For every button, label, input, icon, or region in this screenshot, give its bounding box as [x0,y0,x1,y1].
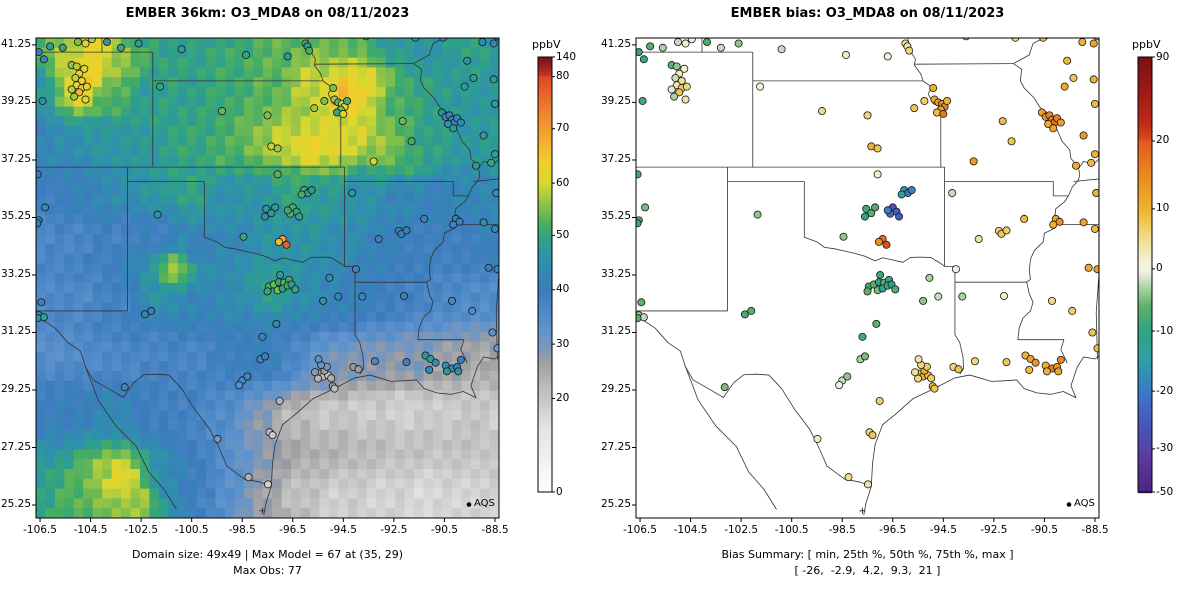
colorbar-tick-label: 40 [556,283,570,296]
y-axis-tick-label: 41.25 [0,37,31,50]
colorbar-tick-label: 0 [1156,262,1163,275]
y-axis-tick-label: 35.25 [0,210,31,223]
colorbar-tick-label: -10 [1156,324,1174,337]
colorbar-tick-label: -50 [1156,485,1174,498]
y-axis-tick-label: 27.25 [600,440,631,453]
x-axis-tick-label: -94.5 [329,524,357,536]
aqs-legend-label: AQS [474,498,495,509]
x-axis-tick-label: -96.5 [279,524,307,536]
y-axis-tick-label: 25.25 [0,498,31,511]
panel-model-map: EMBER 36km: O3_MDA8 on 08/11/2023 ppbV A… [0,6,577,577]
y-axis-tick-label: 35.25 [600,210,631,223]
aqs-legend-label: AQS [1074,498,1095,509]
y-axis-tick-label: 29.25 [600,383,631,396]
colorbar-unit-label: ppbV [532,38,561,51]
x-axis-tick-label: -102.5 [124,524,159,536]
y-axis-tick-label: 25.25 [600,498,631,511]
colorbar-tick-label: 70 [556,122,570,135]
x-axis-tick-label: -104.5 [73,524,108,536]
x-axis-tick-label: -94.5 [929,524,957,536]
colorbar-tick-label: 20 [1156,134,1170,147]
x-axis-tick-label: -98.5 [228,524,256,536]
panel-title: EMBER bias: O3_MDA8 on 08/11/2023 [730,6,1005,21]
y-axis-tick-label: 31.25 [0,325,31,338]
x-axis-tick-label: -98.5 [828,524,856,536]
x-axis-tick-label: -102.5 [724,524,759,536]
y-axis-tick-label: 39.25 [600,95,631,108]
colorbar-tick-label: 50 [556,228,570,241]
x-axis-tick-label: -106.5 [23,524,57,536]
y-axis-tick-label: 39.25 [0,95,31,108]
x-axis-tick-label: -90.5 [430,524,458,536]
x-axis-tick-label: -106.5 [623,524,657,536]
x-axis-tick-label: -92.5 [380,524,408,536]
y-axis-tick-label: 33.25 [0,267,31,280]
colorbar-tick-label: 80 [556,70,570,83]
colorbar-tick-label: 20 [556,391,570,404]
colorbar-tick-label: 140 [556,50,577,63]
colorbar-tick-label: 90 [1156,50,1170,63]
caption-bias-summary-values: [ -26, -2.9, 4.2, 9.3, 21 ] [794,564,941,577]
x-axis-tick-label: -104.5 [673,524,708,536]
y-axis-tick-label: 27.25 [0,440,31,453]
panel-title: EMBER 36km: O3_MDA8 on 08/11/2023 [125,6,410,21]
x-axis-tick-label: -100.5 [774,524,809,536]
caption-domain-size: Domain size: 49x49 | Max Model = 67 at (… [131,548,403,561]
x-axis-tick-label: -88.5 [481,524,509,536]
colorbar-tick-label: -30 [1156,442,1174,455]
colorbar-tick-label: 0 [556,485,563,498]
y-axis-tick-label: 37.25 [0,152,31,165]
caption-max-obs: Max Obs: 77 [233,564,302,577]
y-axis-tick-label: 41.25 [600,37,631,50]
caption-bias-summary-header: Bias Summary: [ min, 25th %, 50th %, 75t… [721,548,1014,561]
y-axis-tick-label: 31.25 [600,325,631,338]
x-axis-tick-label: -100.5 [174,524,209,536]
colorbar-tick-label: -20 [1156,384,1174,397]
x-axis-tick-label: -90.5 [1030,524,1058,536]
colorbar-tick-label: 60 [556,176,570,189]
x-axis-tick-label: -88.5 [1081,524,1109,536]
colorbar-unit-label: ppbV [1132,38,1161,51]
x-axis-tick-label: -96.5 [879,524,907,536]
y-axis-tick-label: 29.25 [0,383,31,396]
y-axis-tick-label: 33.25 [600,267,631,280]
colorbar-tick-label: 30 [556,337,570,350]
x-axis-tick-label: -92.5 [980,524,1008,536]
y-axis-tick-label: 37.25 [600,152,631,165]
panel-bias-map: EMBER bias: O3_MDA8 on 08/11/2023 ppbV A… [600,0,1200,600]
colorbar-tick-label: 10 [1156,202,1170,215]
